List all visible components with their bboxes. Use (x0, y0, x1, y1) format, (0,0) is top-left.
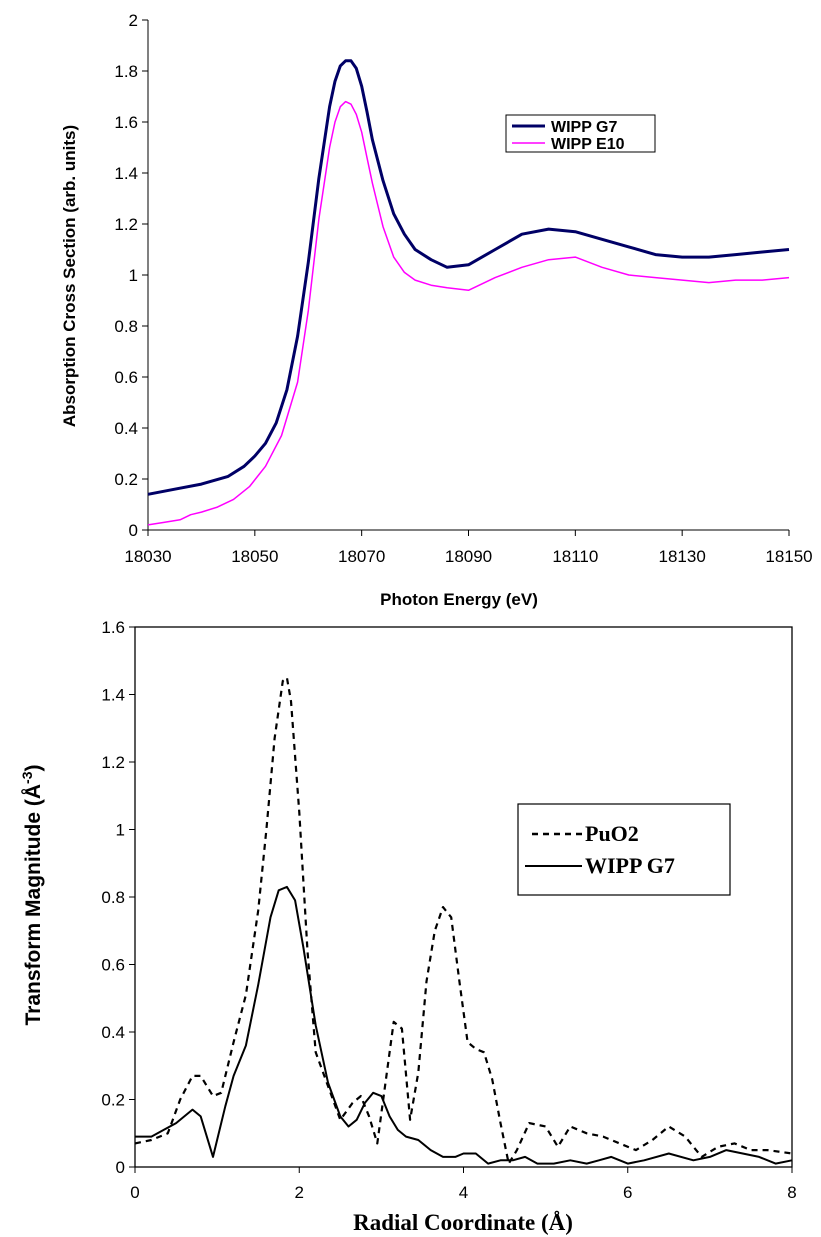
ft-y-tick-label: 0.6 (101, 956, 125, 975)
ft-x-tick-label: 8 (787, 1183, 796, 1202)
xanes-x-axis-label: Photon Energy (eV) (380, 590, 538, 609)
xanes-series-1-line (147, 100, 790, 526)
ft-y-tick-label: 0.2 (101, 1091, 125, 1110)
xanes-y-tick-label: 0.4 (114, 419, 138, 438)
xanes-legend-label-1: WIPP E10 (551, 136, 625, 153)
ft-x-axis-label: Radial Coordinate (Å) (353, 1210, 573, 1235)
ft-x-tick-label: 2 (295, 1183, 304, 1202)
ft-series-1-line (135, 885, 793, 1165)
ft-y-axis-label: Transform Magnitude (Å-3) (19, 765, 45, 1026)
xanes-x-tick-label: 18110 (552, 547, 598, 566)
xanes-legend: WIPP G7 WIPP E10 (505, 114, 656, 153)
xanes-x-tick-label: 18050 (231, 547, 278, 566)
xanes-y-tick-label: 1.6 (114, 113, 138, 132)
ft-y-tick-label: 1.4 (101, 686, 125, 705)
ft-y-tick-label: 0 (116, 1158, 125, 1177)
xanes-axes (147, 20, 789, 531)
ft-x-tick-label: 4 (459, 1183, 468, 1202)
xanes-x-tick-label: 18070 (338, 547, 385, 566)
ft-chart: 0 0.2 0.4 0.6 0.8 1 1.2 1.4 1.6 0 2 4 6 8 Radial Coo… (19, 618, 797, 1235)
xanes-y-tick-label: 1.4 (114, 164, 138, 183)
ft-series (134, 676, 793, 1165)
ft-legend-box (517, 803, 731, 896)
xanes-y-tick-label: 2 (129, 11, 138, 30)
ft-y-axis-label-main: Transform Magnitude (Å (21, 784, 45, 1026)
xanes-x-tick-label: 18090 (445, 547, 492, 566)
ft-x-ticks: 0 2 4 6 8 (130, 1167, 797, 1202)
xanes-y-tick-label: 1 (129, 266, 138, 285)
xanes-legend-label-0: WIPP G7 (551, 119, 617, 136)
xanes-y-tick-label: 1.2 (114, 215, 138, 234)
ft-legend: PuO2 WIPP G7 (517, 803, 731, 896)
xanes-x-tick-label: 18030 (124, 547, 171, 566)
ft-x-tick-label: 0 (130, 1183, 139, 1202)
xanes-y-axis-label: Absorption Cross Section (arb. units) (60, 125, 79, 427)
ft-y-axis-label-end: ) (22, 765, 45, 772)
ft-y-tick-label: 1.2 (101, 753, 125, 772)
ft-x-tick-label: 6 (623, 1183, 632, 1202)
ft-y-tick-label: 1 (116, 821, 125, 840)
xanes-y-tick-label: 0.2 (114, 470, 138, 489)
ft-plot-frame (134, 626, 793, 1168)
xanes-series-0-line (147, 59, 790, 496)
xanes-y-tick-label: 0.8 (114, 317, 138, 336)
xanes-legend-box (505, 114, 656, 153)
ft-series-0-line (134, 676, 793, 1165)
xanes-y-tick-label: 1.8 (114, 62, 138, 81)
xanes-x-tick-label: 18130 (659, 547, 706, 566)
xanes-y-tick-label: 0.6 (114, 368, 138, 387)
xanes-x-tick-label: 18150 (765, 547, 812, 566)
ft-y-axis-label-sup: -3 (19, 771, 35, 784)
ft-legend-label-0: PuO2 (585, 821, 639, 846)
xanes-series (147, 59, 790, 526)
ft-y-tick-label: 1.6 (101, 618, 125, 637)
xanes-y-ticks: 0 0.2 0.4 0.6 0.8 1 1.2 1.4 1.6 1.8 2 (114, 11, 148, 540)
ft-y-tick-label: 0.4 (101, 1023, 125, 1042)
ft-y-tick-label: 0.8 (101, 888, 125, 907)
ft-y-ticks: 0 0.2 0.4 0.6 0.8 1 1.2 1.4 1.6 (101, 618, 135, 1177)
xanes-y-tick-label: 0 (129, 521, 138, 540)
ft-axes (134, 626, 793, 1168)
ft-legend-label-1: WIPP G7 (585, 853, 675, 878)
xanes-x-ticks: 18030 18050 18070 18090 18110 18130 18150 (124, 530, 813, 566)
xanes-chart: 00.20.40.60.811.21.41.61.82 18030 18050 18… (60, 11, 813, 609)
